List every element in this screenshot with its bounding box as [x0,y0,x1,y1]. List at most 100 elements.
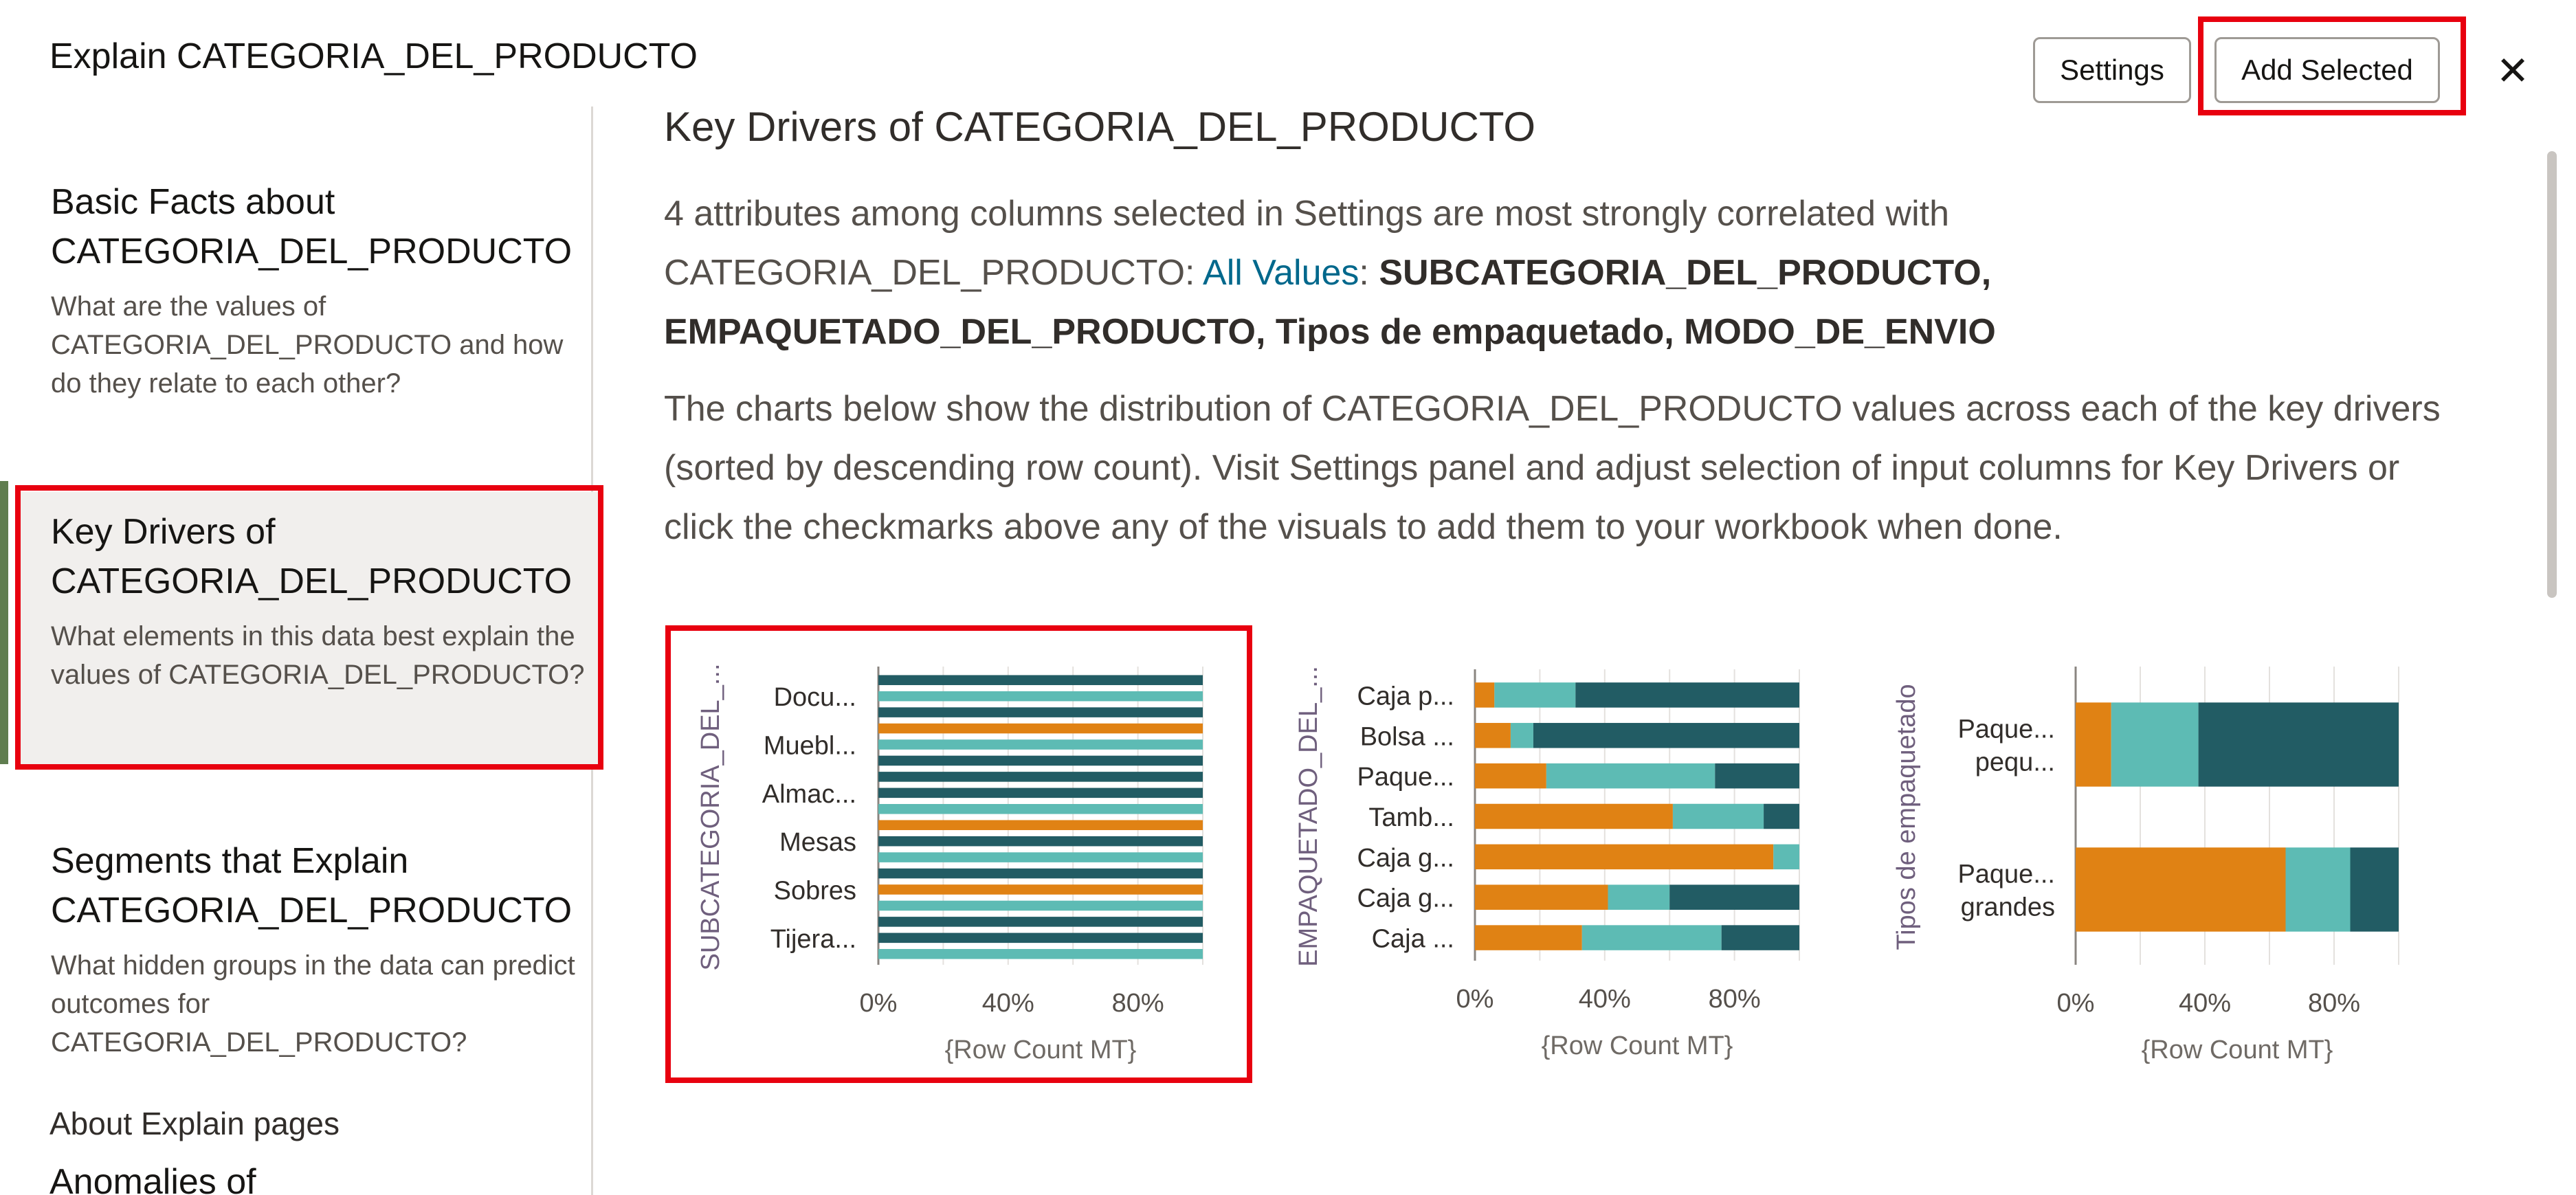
bar-segment [1494,682,1576,708]
bar [878,691,1203,702]
x-tick-label: 80% [2308,989,2360,1018]
x-tick-label: 0% [1456,985,1494,1014]
nav-about-explain-pages[interactable]: About Explain pages [49,1106,340,1141]
y-tick-label: Muebl... [764,732,856,761]
bar-segment [1475,925,1582,950]
bar [878,804,1203,814]
page-title: Key Drivers of CATEGORIA_DEL_PRODUCTO [664,104,1536,150]
x-tick-label: 80% [1112,989,1164,1018]
bar-segment [2076,702,2111,787]
add-selected-button[interactable]: Add Selected [2214,37,2440,103]
bar-segment [1581,925,1722,950]
bar [878,739,1203,750]
key-driver-list: SUBCATEGORIA_DEL_PRODUCTO, EMPAQUETADO_D… [664,253,1996,352]
bar-segment [1475,844,1774,870]
all-values-link[interactable]: All Values [1203,253,1359,293]
nav-item-basic-facts[interactable]: Basic Facts about CATEGORIA_DEL_PRODUCTO… [27,177,586,403]
bar-segment [2111,702,2199,787]
bar [878,772,1203,782]
y-tick-label: pequ... [1975,748,2055,777]
x-tick-label: 80% [1709,985,1761,1014]
bar-segment [1672,803,1764,829]
bar-segment [1533,723,1799,748]
summary-text: 4 attributes among columns selected in S… [664,184,2478,361]
nav-item-key-drivers[interactable]: Key Drivers of CATEGORIA_DEL_PRODUCTO Wh… [19,492,598,767]
y-tick-label: Caja g... [1357,884,1454,913]
y-tick-label: Paque... [1957,860,2055,889]
bar [878,917,1203,927]
y-tick-label: Caja ... [1372,925,1454,954]
bar [878,707,1203,717]
bar-segment [1475,682,1495,708]
x-tick-label: 40% [982,989,1034,1018]
nav-item-title: Basic Facts about CATEGORIA_DEL_PRODUCTO [51,182,573,271]
bar-segment [1475,884,1608,910]
y-tick-label: Paque... [1357,763,1454,792]
nav-item-title: Segments that Explain CATEGORIA_DEL_PROD… [51,841,573,930]
bar [878,932,1203,943]
bar-segment [2076,847,2286,932]
nav-item-description: What elements in this data best explain … [51,621,585,690]
description-text: The charts below show the distribution o… [664,389,2441,547]
x-tick-label: 40% [1579,985,1631,1014]
bar-segment [1773,844,1799,870]
y-tick-label: Sobres [774,877,856,906]
scrollbar[interactable] [2547,151,2557,598]
bar-segment [2285,847,2351,932]
y-tick-label: Tamb... [1368,803,1454,832]
bar [878,884,1203,895]
x-axis-label: {Row Count MT} [2142,1036,2333,1064]
nav-item-description: What are the values of CATEGORIA_DEL_PRO… [51,291,564,399]
nav-item-description: What hidden groups in the data can predi… [51,950,575,1058]
bar-segment [1475,723,1511,748]
x-tick-label: 0% [2057,989,2095,1018]
bar-segment [1608,884,1670,910]
bar-segment [1721,925,1799,950]
y-axis-label: SUBCATEGORIA_DEL_... [696,664,725,971]
y-axis-label: Tipos de empaquetado [1892,684,1921,950]
y-tick-label: Paque... [1957,715,2055,744]
y-tick-label: Mesas [779,828,856,857]
bar-segment [1546,763,1716,789]
bar [878,868,1203,879]
bar-segment [1475,803,1673,829]
bar [878,836,1203,847]
bar-segment [1715,763,1799,789]
bar [878,675,1203,685]
y-tick-label: Caja g... [1357,844,1454,873]
y-tick-label: Caja p... [1357,682,1454,711]
nav-item-segments[interactable]: Segments that Explain CATEGORIA_DEL_PROD… [27,836,586,1062]
dialog-title: Explain CATEGORIA_DEL_PRODUCTO [49,36,698,76]
x-axis-label: {Row Count MT} [945,1036,1137,1064]
left-accent-bar [0,481,8,764]
settings-button[interactable]: Settings [2033,37,2191,103]
summary-colon: : [1359,253,1379,293]
bar [878,852,1203,862]
y-tick-label: Bolsa ... [1360,722,1454,751]
close-icon[interactable]: ✕ [2496,49,2530,93]
bar [878,723,1203,734]
bar [878,755,1203,766]
x-tick-label: 0% [860,989,898,1018]
bar-segment [2350,847,2399,932]
bar-segment [2198,702,2399,787]
empaquetado-chart[interactable]: 0% 40% 80% {Row Count MT} EMPAQUETADO_DEL_..… [1270,632,1847,1079]
bar-segment [1475,763,1546,789]
x-axis-label: {Row Count MT} [1542,1031,1733,1060]
bar [878,820,1203,830]
y-tick-label: Tijera... [770,925,856,954]
y-axis-label: EMPAQUETADO_DEL_... [1294,666,1323,967]
y-tick-label: grandes [1961,893,2055,922]
bar-segment [1510,723,1533,748]
tipos-empaquetado-chart[interactable]: 0% 40% 80% {Row Count MT} Tipos de empaqueta… [1868,632,2445,1079]
subcategoria-chart[interactable]: 0% 40% 80% {Row Count MT} SUBCATEGORIA_DEL_.… [672,632,1250,1079]
x-tick-label: 40% [2179,989,2231,1018]
bar [878,949,1203,959]
nav-item-title: Key Drivers of CATEGORIA_DEL_PRODUCTO [51,512,573,601]
y-tick-label: Almac... [762,780,856,809]
bar-segment [1575,682,1799,708]
bar-segment [1669,884,1799,910]
nav-item-anomalies[interactable]: Anomalies of [49,1162,256,1195]
bar-segment [1764,803,1799,829]
bar [878,788,1203,798]
